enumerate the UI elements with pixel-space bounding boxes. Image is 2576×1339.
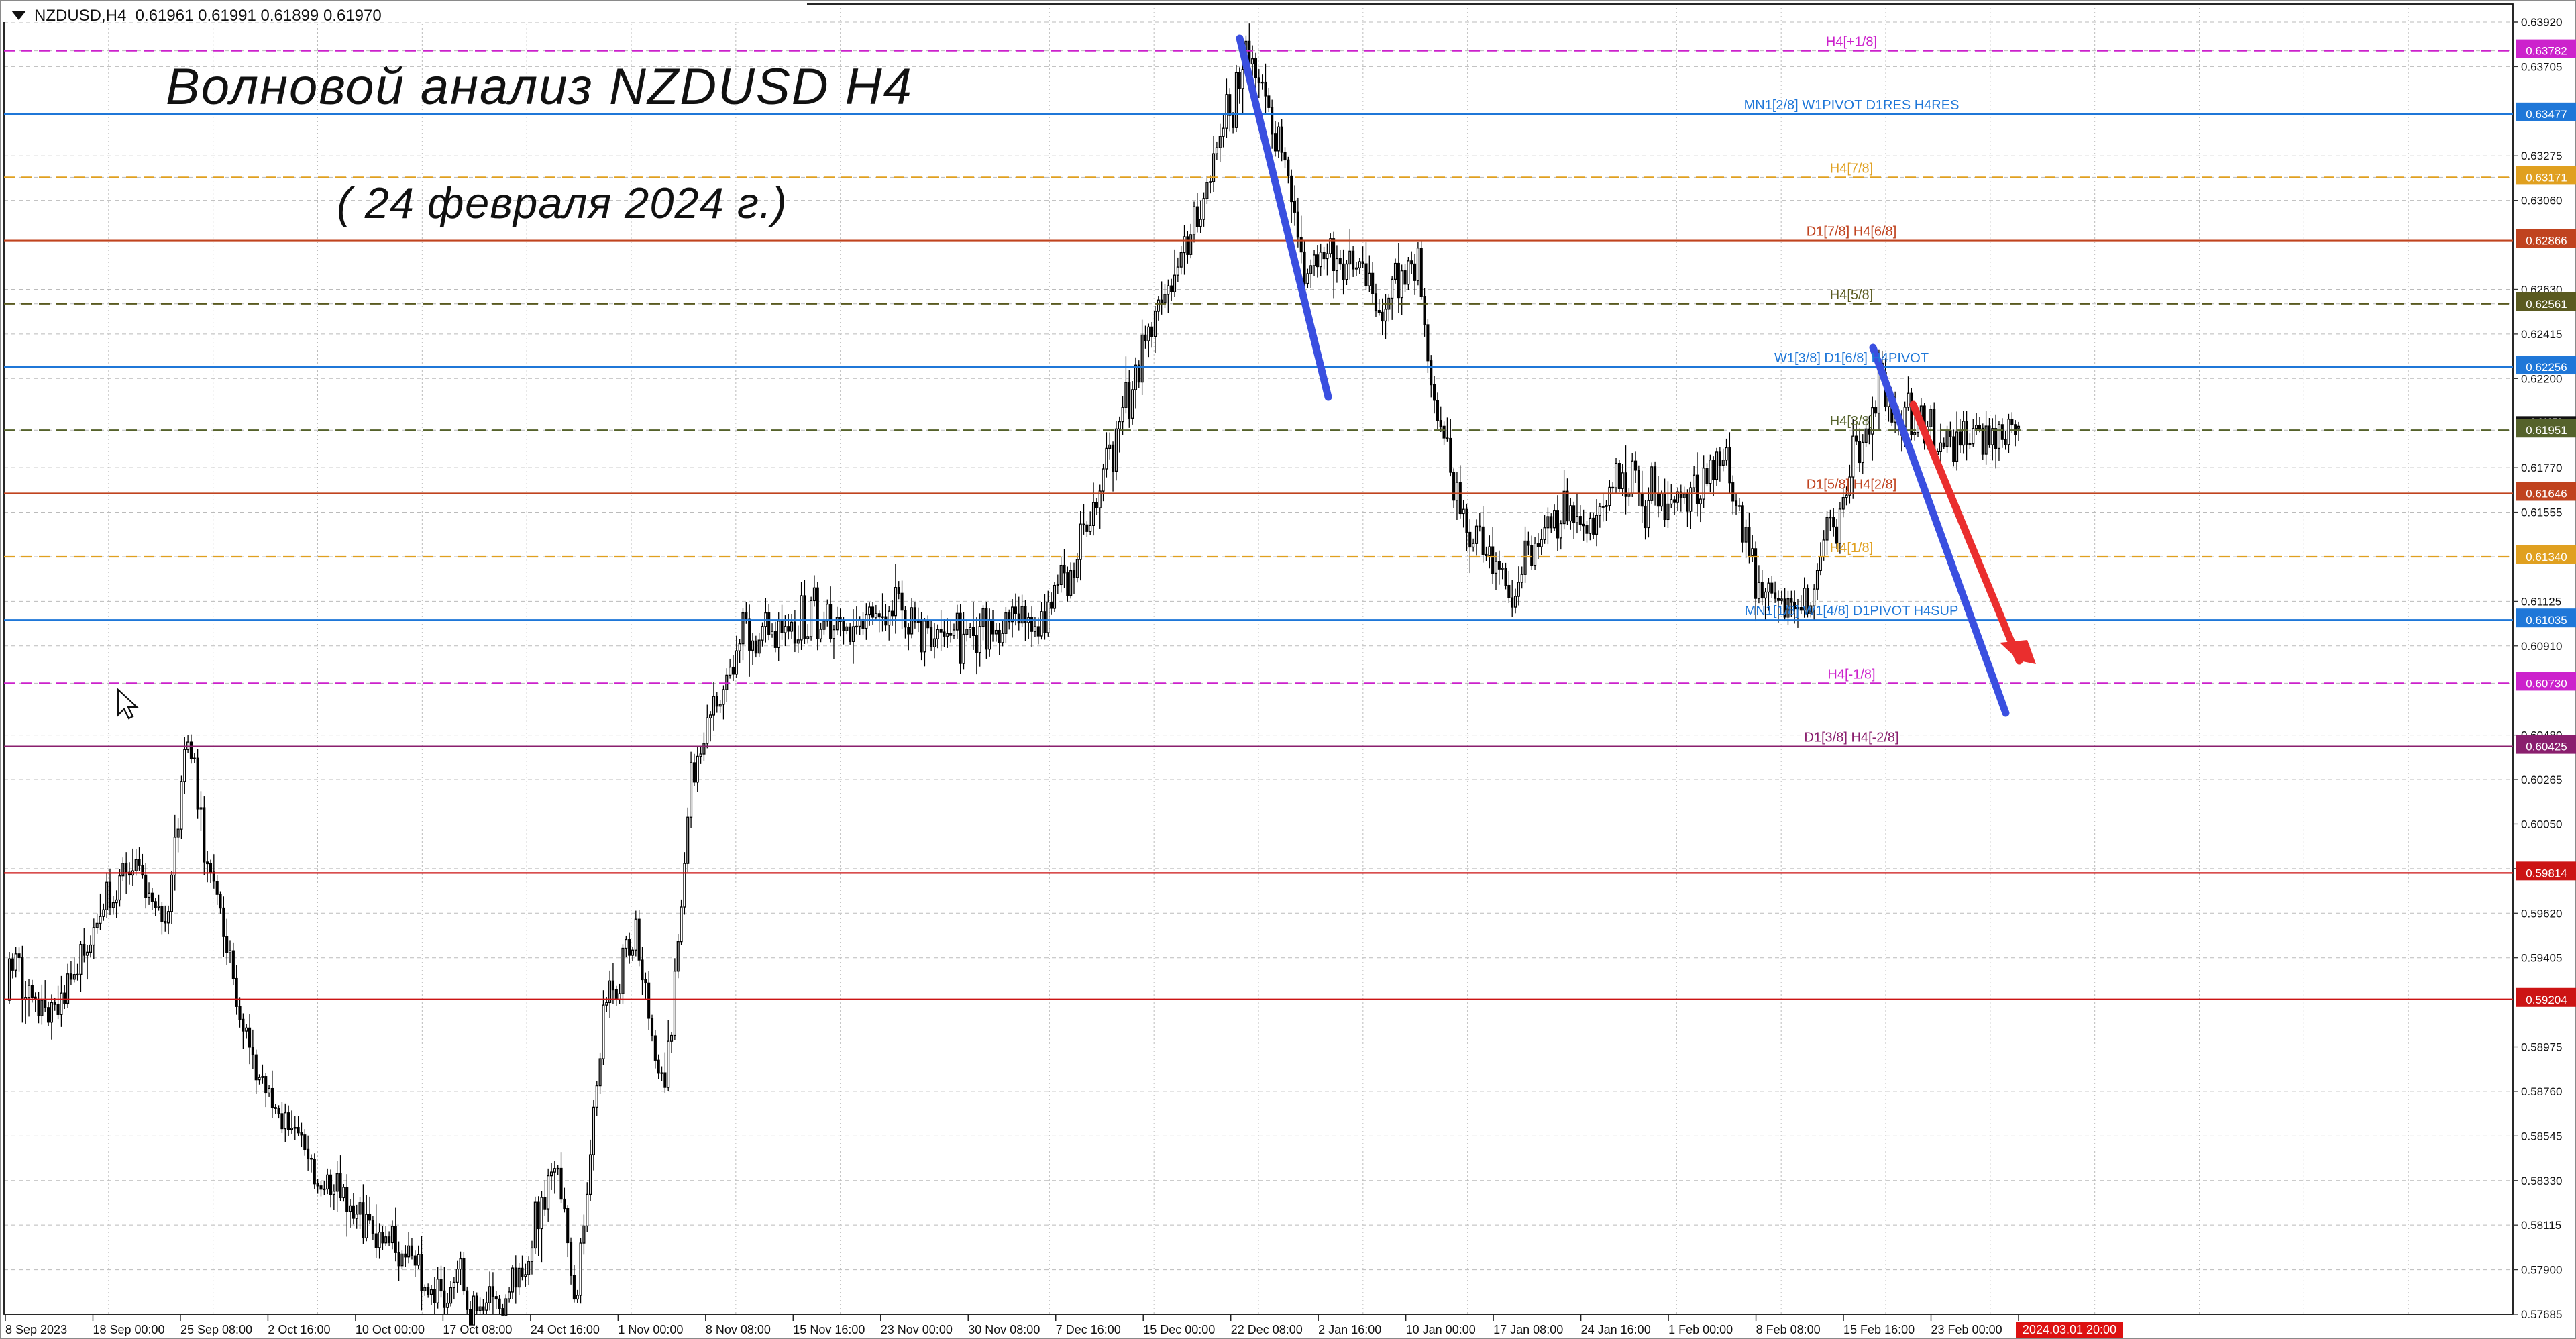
svg-text:0.58760: 0.58760	[2521, 1085, 2562, 1098]
svg-text:0.58330: 0.58330	[2521, 1175, 2562, 1187]
svg-text:0.58115: 0.58115	[2521, 1219, 2561, 1232]
svg-text:8 Feb 08:00: 8 Feb 08:00	[1756, 1323, 1821, 1336]
svg-text:0.58975: 0.58975	[2521, 1041, 2562, 1054]
svg-text:D1[7/8] H4[6/8]: D1[7/8] H4[6/8]	[1807, 225, 1897, 239]
svg-text:0.59814: 0.59814	[2526, 867, 2567, 879]
svg-text:H4[7/8]: H4[7/8]	[1830, 161, 1873, 176]
svg-text:D1[5/8] H4[2/8]: D1[5/8] H4[2/8]	[1807, 477, 1897, 492]
svg-text:22 Dec 08:00: 22 Dec 08:00	[1231, 1323, 1303, 1336]
svg-text:0.61951: 0.61951	[2526, 424, 2567, 437]
svg-text:17 Oct 08:00: 17 Oct 08:00	[443, 1323, 512, 1336]
svg-text:17 Jan 08:00: 17 Jan 08:00	[1493, 1323, 1563, 1336]
svg-text:0.59204: 0.59204	[2526, 994, 2567, 1006]
svg-text:30 Nov 08:00: 30 Nov 08:00	[968, 1323, 1040, 1336]
svg-text:0.63920: 0.63920	[2521, 16, 2562, 29]
svg-text:15 Nov 16:00: 15 Nov 16:00	[793, 1323, 865, 1336]
svg-text:2 Oct 16:00: 2 Oct 16:00	[268, 1323, 330, 1336]
svg-text:15 Dec 00:00: 15 Dec 00:00	[1143, 1323, 1215, 1336]
svg-text:0.60730: 0.60730	[2526, 677, 2567, 690]
svg-text:15 Feb 16:00: 15 Feb 16:00	[1843, 1323, 1915, 1336]
svg-text:0.63782: 0.63782	[2526, 45, 2567, 58]
svg-text:0.63477: 0.63477	[2526, 108, 2567, 121]
svg-text:18 Sep 00:00: 18 Sep 00:00	[93, 1323, 164, 1336]
svg-text:24 Jan 16:00: 24 Jan 16:00	[1581, 1323, 1651, 1336]
svg-text:0.59405: 0.59405	[2521, 952, 2562, 965]
svg-text:0.59620: 0.59620	[2521, 907, 2562, 920]
svg-text:2024.03.01 20:00: 2024.03.01 20:00	[2023, 1323, 2116, 1336]
svg-text:H4[+1/8]: H4[+1/8]	[1826, 35, 1877, 50]
svg-text:0.63060: 0.63060	[2521, 195, 2562, 207]
svg-text:MN1[1/8] W1[4/8] D1PIVOT H4SUP: MN1[1/8] W1[4/8] D1PIVOT H4SUP	[1745, 604, 1959, 619]
svg-text:0.62200: 0.62200	[2521, 372, 2562, 385]
svg-text:1 Feb 00:00: 1 Feb 00:00	[1668, 1323, 1733, 1336]
svg-text:1 Nov 00:00: 1 Nov 00:00	[618, 1323, 683, 1336]
svg-text:0.63705: 0.63705	[2521, 60, 2562, 73]
svg-text:0.61646: 0.61646	[2526, 487, 2567, 500]
svg-text:( 24 февраля 2024 г.): ( 24 февраля 2024 г.)	[337, 178, 788, 227]
svg-text:23 Feb 00:00: 23 Feb 00:00	[1931, 1323, 2002, 1336]
svg-text:10 Oct 00:00: 10 Oct 00:00	[356, 1323, 425, 1336]
svg-text:0.62415: 0.62415	[2521, 328, 2562, 341]
svg-text:0.60910: 0.60910	[2521, 640, 2562, 653]
svg-text:0.61555: 0.61555	[2521, 506, 2562, 519]
svg-text:0.60265: 0.60265	[2521, 773, 2562, 786]
svg-text:8 Sep 2023: 8 Sep 2023	[5, 1323, 67, 1336]
svg-text:0.62256: 0.62256	[2526, 361, 2567, 374]
svg-text:7 Dec 16:00: 7 Dec 16:00	[1056, 1323, 1121, 1336]
svg-text:0.63275: 0.63275	[2521, 150, 2562, 162]
svg-text:Волновой анализ NZDUSD H4: Волновой анализ NZDUSD H4	[166, 58, 913, 115]
svg-text:D1[3/8] H4[-2/8]: D1[3/8] H4[-2/8]	[1804, 731, 1898, 745]
svg-text:MN1[2/8] W1PIVOT D1RES H4RES: MN1[2/8] W1PIVOT D1RES H4RES	[1744, 98, 1960, 113]
svg-text:0.61340: 0.61340	[2526, 551, 2567, 564]
svg-text:0.61035: 0.61035	[2526, 614, 2567, 627]
svg-text:25 Sep 08:00: 25 Sep 08:00	[180, 1323, 252, 1336]
svg-text:24 Oct 16:00: 24 Oct 16:00	[531, 1323, 600, 1336]
svg-text:8 Nov 08:00: 8 Nov 08:00	[706, 1323, 771, 1336]
svg-text:H4[5/8]: H4[5/8]	[1830, 288, 1873, 303]
svg-text:10 Jan 00:00: 10 Jan 00:00	[1406, 1323, 1476, 1336]
svg-text:W1[3/8] D1[6/8] H4PIVOT: W1[3/8] D1[6/8] H4PIVOT	[1774, 351, 1929, 366]
svg-text:H4[1/8]: H4[1/8]	[1830, 541, 1873, 555]
svg-text:0.63171: 0.63171	[2526, 171, 2567, 184]
svg-text:0.58545: 0.58545	[2521, 1130, 2562, 1142]
svg-text:0.57685: 0.57685	[2521, 1308, 2562, 1321]
svg-text:0.62866: 0.62866	[2526, 235, 2567, 248]
svg-text:0.61770: 0.61770	[2521, 462, 2562, 474]
svg-text:0.57900: 0.57900	[2521, 1264, 2562, 1277]
svg-text:23 Nov 00:00: 23 Nov 00:00	[881, 1323, 953, 1336]
svg-text:H4[-1/8]: H4[-1/8]	[1827, 667, 1875, 682]
svg-text:H4[3/8]: H4[3/8]	[1830, 414, 1873, 429]
svg-text:0.61125: 0.61125	[2521, 595, 2561, 608]
svg-text:0.60050: 0.60050	[2521, 818, 2562, 831]
svg-text:0.62561: 0.62561	[2526, 298, 2567, 311]
svg-text:0.60425: 0.60425	[2526, 741, 2567, 753]
svg-text:2 Jan 16:00: 2 Jan 16:00	[1318, 1323, 1381, 1336]
